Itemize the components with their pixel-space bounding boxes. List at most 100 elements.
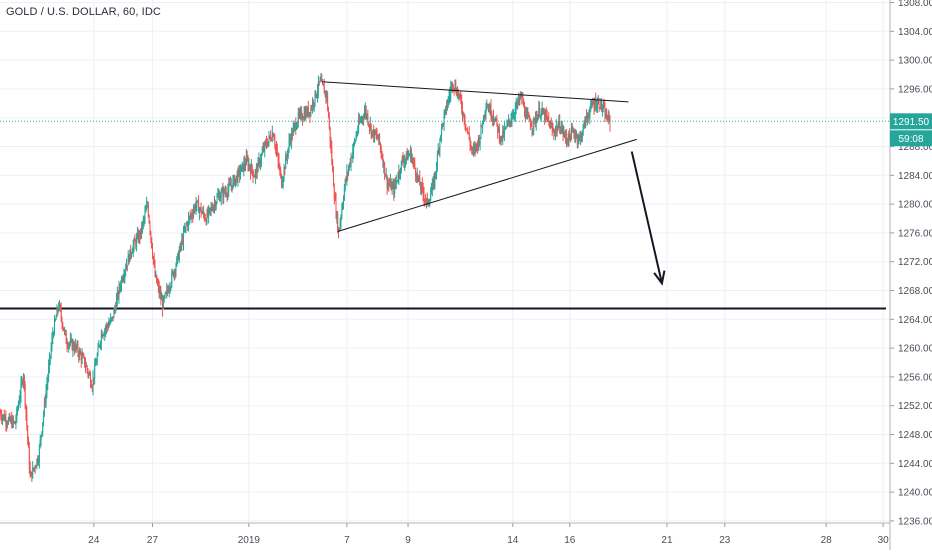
candle-body [118, 286, 120, 297]
candle-body [208, 208, 210, 210]
candle-body [429, 200, 431, 203]
candle-body [191, 214, 193, 216]
candle-body [206, 212, 208, 224]
candle-body [348, 168, 350, 174]
candle-body [250, 165, 252, 174]
candle-body [453, 88, 455, 90]
candle-body [343, 188, 345, 200]
candle-body [517, 98, 519, 105]
candle-body [334, 198, 336, 201]
candle-body [532, 128, 534, 130]
candle-body [506, 123, 508, 128]
candle-body [560, 129, 562, 132]
candle-body [73, 343, 75, 349]
candle-body [222, 189, 224, 198]
candle-body [182, 239, 184, 243]
candle-body [88, 373, 90, 375]
candle-body [134, 239, 136, 242]
candle-body [589, 110, 591, 117]
candle-body [364, 108, 366, 113]
candle-body [236, 175, 238, 182]
candle-body [606, 118, 608, 121]
candle-body [58, 307, 60, 311]
candle-body [503, 128, 505, 136]
candle-body [572, 129, 574, 131]
candle-body [570, 129, 572, 140]
candle-body [382, 158, 384, 167]
candle-body [508, 119, 510, 122]
candle-body [116, 292, 118, 300]
candle-body [362, 117, 364, 119]
candle-body [124, 271, 126, 277]
candle-body [215, 202, 217, 207]
candle-body [76, 344, 78, 348]
candle-body [163, 297, 165, 299]
candle-body [106, 325, 108, 327]
candle-body [462, 113, 464, 115]
candle-body [110, 318, 112, 323]
candle-body [331, 148, 333, 163]
candle-body [403, 161, 405, 164]
candle-body [65, 332, 67, 344]
candle-body [167, 289, 169, 291]
countdown-text: 59:08 [898, 134, 923, 145]
candle-body [200, 207, 202, 214]
triangle-lower-trendline[interactable] [337, 138, 637, 232]
candle-body [437, 149, 439, 154]
candle-body [27, 425, 29, 439]
candle-body [592, 103, 594, 105]
candle-body [541, 108, 543, 112]
trendline-drawings[interactable] [321, 81, 666, 286]
candle-body [22, 380, 24, 384]
candle-body [177, 253, 179, 258]
candle-body [496, 118, 498, 124]
bearish-arrow-shaft[interactable] [630, 151, 663, 284]
candle-body [146, 204, 148, 210]
candle-body [180, 244, 182, 246]
candle-body [332, 162, 334, 170]
candle-body [147, 204, 149, 216]
candle-body [90, 384, 92, 387]
candle-body [529, 121, 531, 126]
candle-body [565, 132, 567, 137]
candle-body [48, 366, 50, 378]
candle-body [201, 212, 203, 214]
candle-body [553, 131, 555, 133]
candle-body [558, 120, 560, 127]
candle-body [257, 160, 259, 173]
candle-body [214, 202, 216, 207]
bearish-arrow-head[interactable] [653, 270, 666, 286]
candle-body [606, 112, 608, 119]
candle-body [54, 319, 56, 321]
triangle-upper-trendline[interactable] [321, 81, 629, 103]
candle-body [597, 100, 599, 103]
candle-body [360, 120, 362, 122]
candle-body [192, 215, 194, 217]
candle-body [69, 339, 71, 344]
candle-body [136, 237, 138, 246]
candle-body [332, 169, 334, 187]
candle-body [258, 159, 260, 161]
candle-body [384, 174, 386, 177]
candle-body [378, 134, 380, 139]
candle-body [539, 108, 541, 116]
candle-body [455, 84, 457, 92]
candle-body [404, 160, 406, 164]
candle-body [242, 163, 244, 171]
candle-body [350, 157, 352, 165]
candle-body [68, 344, 70, 347]
x-tick-label: 21 [661, 535, 673, 546]
candle-body [493, 117, 495, 120]
candle-body [569, 131, 571, 136]
candle-body [0, 412, 2, 417]
candle-body [188, 216, 190, 219]
candle-body [509, 121, 511, 123]
candle-body [342, 204, 344, 209]
candle-body [248, 164, 250, 168]
candle-body [460, 94, 462, 102]
candle-body [274, 140, 276, 146]
candle-body [567, 140, 569, 143]
candle-body [596, 107, 598, 109]
